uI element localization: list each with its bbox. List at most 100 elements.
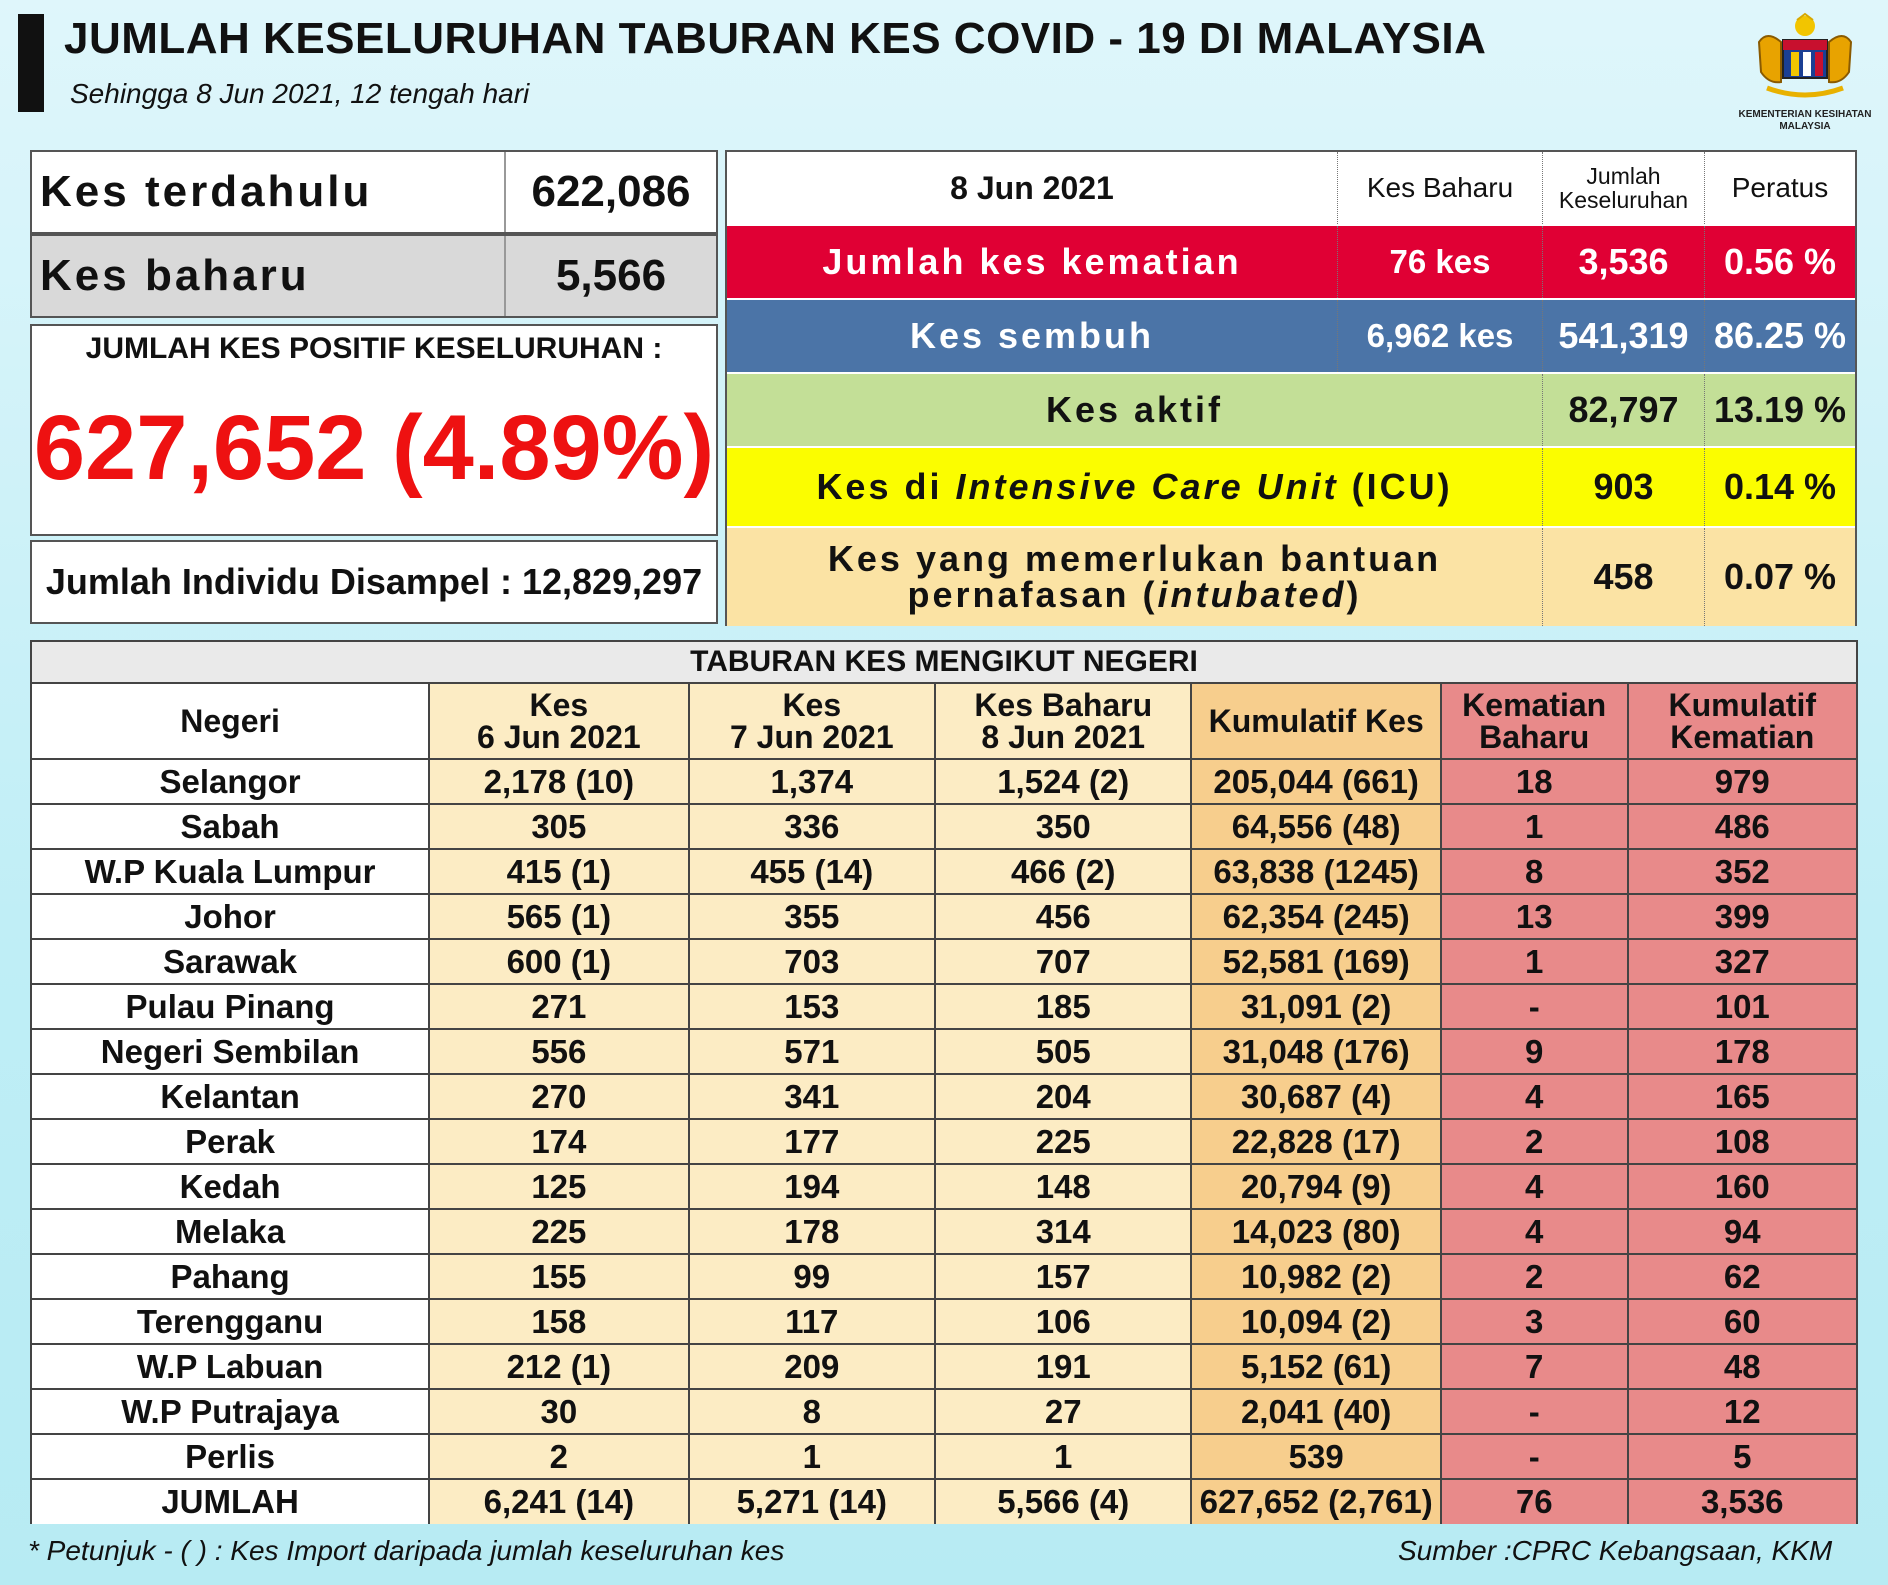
header-line: Kes [782, 687, 842, 723]
cell-kes-6-jun: 600 (1) [430, 940, 690, 983]
cell-kematian-baharu: 4 [1441, 1165, 1629, 1208]
cell-kematian-baharu: - [1441, 985, 1629, 1028]
intubated-jumlah: 458 [1542, 528, 1704, 626]
header-kumulatif-kematian: Kumulatif Kematian [1628, 684, 1856, 758]
cell-kes-baharu-8-jun: 204 [936, 1075, 1193, 1118]
cell-kematian-baharu: 2 [1441, 1255, 1629, 1298]
cell-negeri: W.P Kuala Lumpur [32, 850, 431, 893]
cell-kumulatif-kes: 627,652 (2,761) [1192, 1480, 1442, 1524]
cell-kematian-baharu: - [1441, 1435, 1629, 1478]
header-line: Baharu [1479, 719, 1590, 755]
stats-row-aktif: Kes aktif 82,797 13.19 % [727, 374, 1855, 446]
cell-kes-7-jun: 209 [689, 1345, 937, 1388]
cell-kes-baharu-8-jun: 27 [936, 1390, 1193, 1433]
sembuh-label: Kes sembuh [909, 315, 1155, 356]
intubated-line2-pre: pernafasan ( [907, 574, 1158, 615]
cell-kes-baharu-8-jun: 1 [936, 1435, 1193, 1478]
header-line: Kematian [1670, 719, 1815, 755]
cell-kes-7-jun: 99 [689, 1255, 937, 1298]
cell-kumulatif-kematian: 178 [1628, 1030, 1856, 1073]
icu-label-italic: Intensive Care Unit [955, 466, 1339, 507]
stats-jumlah-header-line1: Jumlah [1586, 163, 1661, 189]
cell-kes-baharu-8-jun: 466 (2) [936, 850, 1193, 893]
page-subtitle: Sehingga 8 Jun 2021, 12 tengah hari [70, 78, 530, 109]
stats-kes-baharu-header: Kes Baharu [1337, 152, 1542, 224]
cell-kes-7-jun: 355 [689, 895, 937, 938]
icu-label: Kes di Intensive Care Unit (ICU) [727, 448, 1542, 526]
header-line: Negeri [180, 703, 280, 739]
intubated-line2-italic: intubated [1157, 574, 1347, 615]
cell-kumulatif-kes: 20,794 (9) [1192, 1165, 1442, 1208]
stats-row-intubated: Kes yang memerlukan bantuan pernafasan (… [727, 528, 1855, 626]
table-row: W.P Labuan 212 (1) 209 191 5,152 (61) 7 48 [32, 1345, 1856, 1390]
icu-label-pre: Kes di [816, 466, 956, 507]
header-line: 7 Jun 2021 [729, 719, 894, 755]
table-row: Melaka 225 178 314 14,023 (80) 4 94 [32, 1210, 1856, 1255]
cell-kematian-baharu: 76 [1441, 1480, 1629, 1524]
cell-kes-7-jun: 117 [689, 1300, 937, 1343]
jumlah-disampel: Jumlah Individu Disampel : 12,829,297 [30, 540, 718, 624]
sembuh-baharu: 6,962 kes [1337, 300, 1542, 372]
aktif-peratus: 13.19 % [1704, 374, 1855, 446]
stats-row-kematian: Jumlah kes kematian 76 kes 3,536 0.56 % [727, 226, 1855, 298]
cell-kes-6-jun: 125 [430, 1165, 690, 1208]
cell-kematian-baharu: 3 [1441, 1300, 1629, 1343]
table-row: Johor 565 (1) 355 456 62,354 (245) 13 399 [32, 895, 1856, 940]
table-row: Sarawak 600 (1) 703 707 52,581 (169) 1 327 [32, 940, 1856, 985]
cell-kes-6-jun: 158 [430, 1300, 690, 1343]
ministry-logo: KEMENTERIAN KESIHATAN MALAYSIA [1735, 12, 1875, 137]
cell-negeri: Pahang [32, 1255, 431, 1298]
header-line: 6 Jun 2021 [477, 719, 641, 755]
table-row: Terengganu 158 117 106 10,094 (2) 3 60 [32, 1300, 1856, 1345]
cell-kumulatif-kematian: 3,536 [1628, 1480, 1856, 1524]
cell-kes-7-jun: 178 [689, 1210, 937, 1253]
table-row: Selangor 2,178 (10) 1,374 1,524 (2) 205,044 … [32, 760, 1856, 805]
table-row: Kelantan 270 341 204 30,687 (4) 4 165 [32, 1075, 1856, 1120]
kematian-label: Jumlah kes kematian [822, 241, 1242, 282]
header-kes-7-jun: Kes 7 Jun 2021 [689, 684, 937, 758]
cell-kes-baharu-8-jun: 505 [936, 1030, 1193, 1073]
table-row: Kedah 125 194 148 20,794 (9) 4 160 [32, 1165, 1856, 1210]
cell-kes-6-jun: 155 [430, 1255, 690, 1298]
cell-kematian-baharu: 1 [1441, 805, 1629, 848]
header-kes-6-jun: Kes 6 Jun 2021 [430, 684, 690, 758]
cell-kumulatif-kematian: 486 [1628, 805, 1856, 848]
cell-kes-6-jun: 565 (1) [430, 895, 690, 938]
cell-kes-7-jun: 5,271 (14) [689, 1480, 937, 1524]
kes-terdahulu-value: 622,086 [504, 152, 716, 232]
cell-kes-6-jun: 6,241 (14) [430, 1480, 690, 1524]
cell-kes-baharu-8-jun: 106 [936, 1300, 1193, 1343]
cell-kes-6-jun: 30 [430, 1390, 690, 1433]
cell-negeri: Pulau Pinang [32, 985, 431, 1028]
cell-kumulatif-kes: 10,094 (2) [1192, 1300, 1442, 1343]
header-kes-baharu-8-jun: Kes Baharu 8 Jun 2021 [936, 684, 1193, 758]
cell-kes-6-jun: 2 [430, 1435, 690, 1478]
cell-kes-7-jun: 153 [689, 985, 937, 1028]
header-line: Kes [529, 687, 589, 723]
cell-kes-baharu-8-jun: 157 [936, 1255, 1193, 1298]
table-row: Perlis 2 1 1 539-5 [32, 1435, 1856, 1480]
coat-of-arms-icon [1757, 12, 1853, 98]
stats-peratus-header: Peratus [1704, 152, 1855, 224]
cell-kumulatif-kes: 14,023 (80) [1192, 1210, 1442, 1253]
cell-kes-7-jun: 571 [689, 1030, 937, 1073]
cell-kes-6-jun: 305 [430, 805, 690, 848]
aktif-label: Kes aktif [1045, 389, 1224, 430]
kematian-peratus: 0.56 % [1704, 226, 1855, 298]
aktif-jumlah: 82,797 [1542, 374, 1704, 446]
cell-kes-7-jun: 455 (14) [689, 850, 937, 893]
cell-kumulatif-kes: 30,687 (4) [1192, 1075, 1442, 1118]
icu-peratus: 0.14 % [1704, 448, 1855, 526]
cell-kumulatif-kes: 205,044 (661) [1192, 760, 1442, 803]
cell-negeri: Melaka [32, 1210, 431, 1253]
stats-row-icu: Kes di Intensive Care Unit (ICU) 903 0.1… [727, 448, 1855, 526]
icu-jumlah: 903 [1542, 448, 1704, 526]
cell-kumulatif-kes: 539 [1192, 1435, 1442, 1478]
table-row: Negeri Sembilan 556 571 505 31,048 (176) 9 178 [32, 1030, 1856, 1075]
cell-kematian-baharu: 18 [1441, 760, 1629, 803]
cell-kes-baharu-8-jun: 1,524 (2) [936, 760, 1193, 803]
cell-kes-6-jun: 212 (1) [430, 1345, 690, 1388]
header-line: Kes Baharu [974, 687, 1153, 723]
cell-negeri: W.P Labuan [32, 1345, 431, 1388]
cell-kumulatif-kematian: 165 [1628, 1075, 1856, 1118]
